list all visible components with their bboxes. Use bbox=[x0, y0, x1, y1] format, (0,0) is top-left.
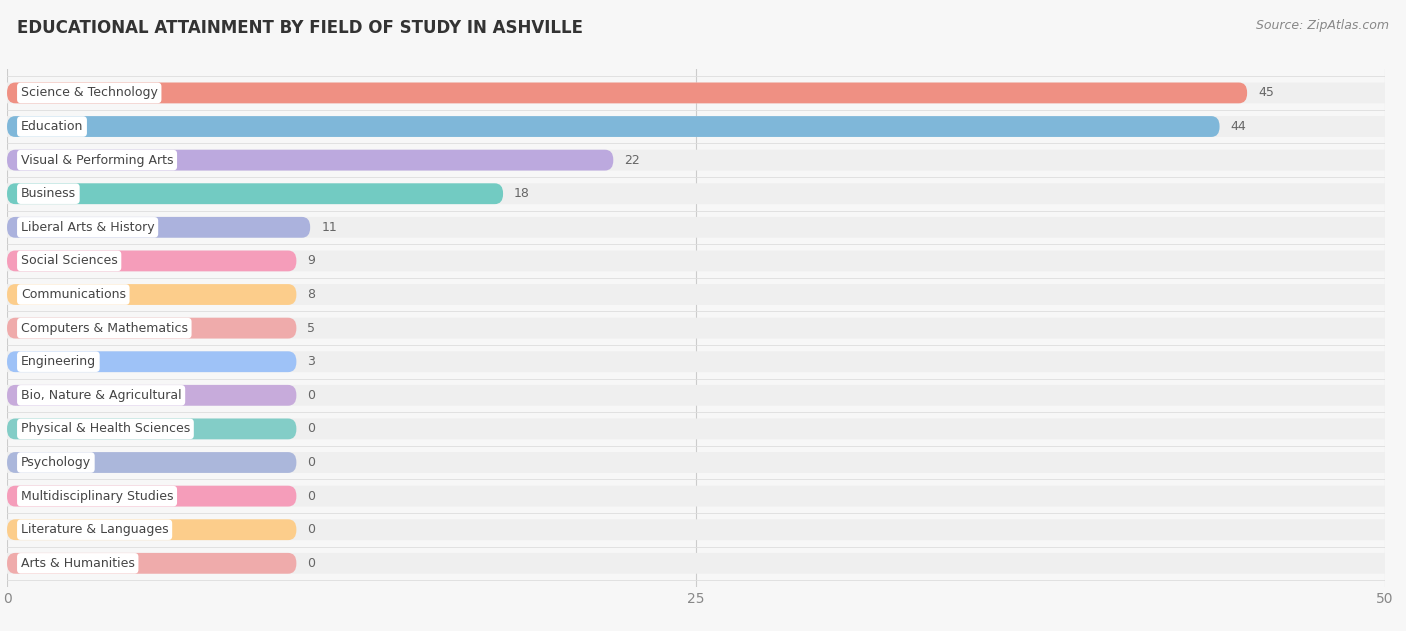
Text: 0: 0 bbox=[308, 490, 315, 503]
FancyBboxPatch shape bbox=[0, 553, 1399, 574]
Text: EDUCATIONAL ATTAINMENT BY FIELD OF STUDY IN ASHVILLE: EDUCATIONAL ATTAINMENT BY FIELD OF STUDY… bbox=[17, 19, 583, 37]
Text: Bio, Nature & Agricultural: Bio, Nature & Agricultural bbox=[21, 389, 181, 402]
Text: Education: Education bbox=[21, 120, 83, 133]
FancyBboxPatch shape bbox=[0, 251, 1399, 271]
FancyBboxPatch shape bbox=[0, 486, 1399, 507]
FancyBboxPatch shape bbox=[0, 116, 1399, 137]
Text: 0: 0 bbox=[308, 456, 315, 469]
FancyBboxPatch shape bbox=[0, 418, 1399, 439]
Text: Literature & Languages: Literature & Languages bbox=[21, 523, 169, 536]
FancyBboxPatch shape bbox=[0, 452, 1399, 473]
Text: 5: 5 bbox=[308, 322, 315, 334]
Text: 8: 8 bbox=[308, 288, 315, 301]
FancyBboxPatch shape bbox=[7, 251, 297, 271]
Text: Psychology: Psychology bbox=[21, 456, 91, 469]
FancyBboxPatch shape bbox=[0, 284, 1399, 305]
FancyBboxPatch shape bbox=[7, 116, 1219, 137]
Text: 44: 44 bbox=[1230, 120, 1246, 133]
FancyBboxPatch shape bbox=[0, 385, 1399, 406]
FancyBboxPatch shape bbox=[7, 385, 297, 406]
FancyBboxPatch shape bbox=[0, 184, 1399, 204]
Text: 22: 22 bbox=[624, 153, 640, 167]
Text: Physical & Health Sciences: Physical & Health Sciences bbox=[21, 422, 190, 435]
FancyBboxPatch shape bbox=[0, 317, 1399, 339]
Text: 11: 11 bbox=[321, 221, 337, 234]
FancyBboxPatch shape bbox=[0, 351, 1399, 372]
Text: Social Sciences: Social Sciences bbox=[21, 254, 118, 268]
Text: Arts & Humanities: Arts & Humanities bbox=[21, 557, 135, 570]
Text: 0: 0 bbox=[308, 523, 315, 536]
Text: Science & Technology: Science & Technology bbox=[21, 86, 157, 100]
Text: 18: 18 bbox=[515, 187, 530, 200]
FancyBboxPatch shape bbox=[7, 217, 311, 238]
Text: Computers & Mathematics: Computers & Mathematics bbox=[21, 322, 188, 334]
Text: Business: Business bbox=[21, 187, 76, 200]
Text: 45: 45 bbox=[1258, 86, 1274, 100]
FancyBboxPatch shape bbox=[7, 452, 297, 473]
FancyBboxPatch shape bbox=[7, 418, 297, 439]
FancyBboxPatch shape bbox=[7, 184, 503, 204]
Text: Source: ZipAtlas.com: Source: ZipAtlas.com bbox=[1256, 19, 1389, 32]
FancyBboxPatch shape bbox=[0, 150, 1399, 170]
FancyBboxPatch shape bbox=[7, 284, 297, 305]
Text: Visual & Performing Arts: Visual & Performing Arts bbox=[21, 153, 173, 167]
Text: 0: 0 bbox=[308, 422, 315, 435]
Text: Engineering: Engineering bbox=[21, 355, 96, 369]
FancyBboxPatch shape bbox=[7, 519, 297, 540]
FancyBboxPatch shape bbox=[7, 351, 297, 372]
FancyBboxPatch shape bbox=[7, 317, 297, 339]
Text: 0: 0 bbox=[308, 389, 315, 402]
Text: 3: 3 bbox=[308, 355, 315, 369]
FancyBboxPatch shape bbox=[0, 83, 1399, 103]
FancyBboxPatch shape bbox=[0, 519, 1399, 540]
FancyBboxPatch shape bbox=[7, 83, 1247, 103]
Text: Multidisciplinary Studies: Multidisciplinary Studies bbox=[21, 490, 173, 503]
FancyBboxPatch shape bbox=[0, 217, 1399, 238]
FancyBboxPatch shape bbox=[7, 553, 297, 574]
Text: Liberal Arts & History: Liberal Arts & History bbox=[21, 221, 155, 234]
Text: 0: 0 bbox=[308, 557, 315, 570]
Text: 9: 9 bbox=[308, 254, 315, 268]
FancyBboxPatch shape bbox=[7, 150, 613, 170]
FancyBboxPatch shape bbox=[7, 486, 297, 507]
Text: Communications: Communications bbox=[21, 288, 125, 301]
